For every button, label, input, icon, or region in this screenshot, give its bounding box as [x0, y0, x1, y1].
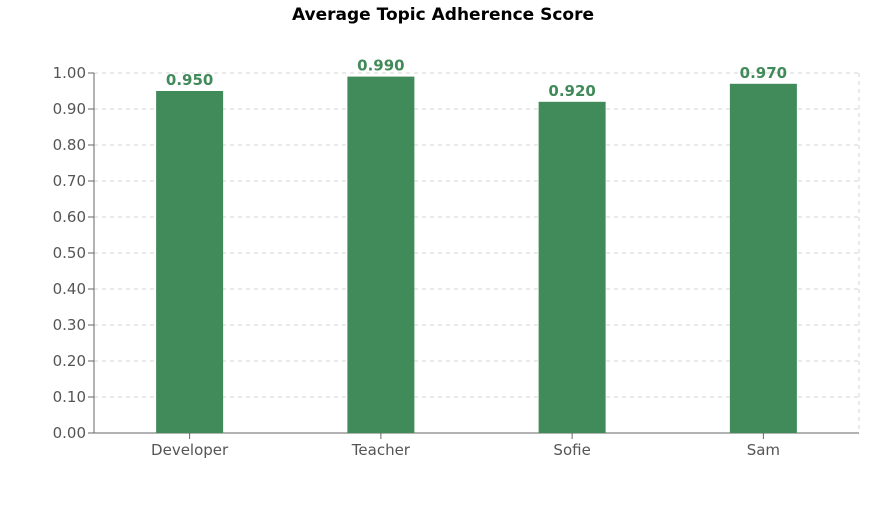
y-tick-label: 0.20 [53, 352, 86, 370]
y-tick-label: 1.00 [53, 64, 86, 82]
x-tick-label: Teacher [351, 441, 411, 459]
x-tick-label: Developer [151, 441, 229, 459]
data-label: 0.920 [548, 82, 595, 100]
bar-sofie [538, 101, 606, 434]
bar-sam [729, 83, 797, 434]
chart-title: Average Topic Adherence Score [291, 5, 595, 25]
y-tick-label: 0.30 [53, 316, 86, 334]
data-label: 0.990 [357, 57, 404, 75]
data-label: 0.970 [740, 64, 787, 82]
data-label: 0.950 [166, 71, 213, 89]
y-tick-label: 0.00 [53, 424, 86, 442]
x-tick-label: Sofie [553, 441, 590, 459]
y-tick-label: 0.10 [53, 388, 86, 406]
x-tick-label: Sam [747, 441, 780, 459]
grid-lines [94, 72, 860, 433]
axes: 0.00 0.10 0.20 0.30 0.40 0.50 0.60 0.70 0.80 0.90… [53, 64, 859, 459]
y-tick-label: 0.90 [53, 100, 86, 118]
y-tick-label: 0.40 [53, 280, 86, 298]
y-tick-label: 0.60 [53, 208, 86, 226]
bar-teacher [347, 76, 415, 433]
y-tick-label: 0.70 [53, 172, 86, 190]
bar-developer [156, 91, 224, 433]
y-tick-label: 0.50 [53, 244, 86, 262]
y-tick-label: 0.80 [53, 136, 86, 154]
bars [156, 76, 797, 434]
labels: 0.950 0.990 0.920 0.970 [166, 57, 787, 100]
